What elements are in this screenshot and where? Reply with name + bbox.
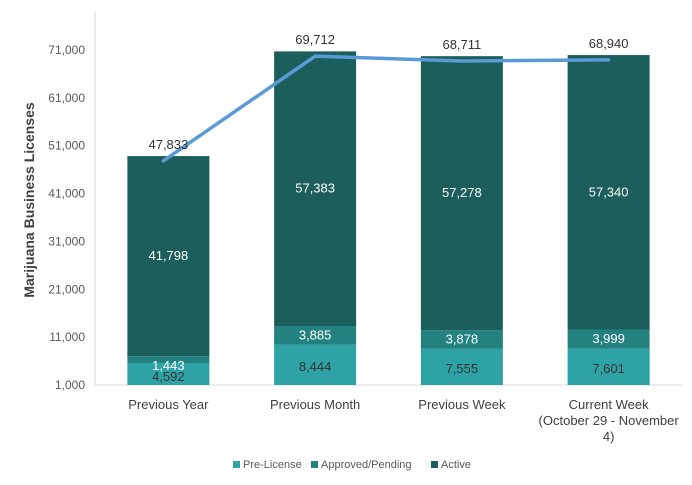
bar-segment-pre-license: [420, 348, 503, 385]
total-line: [161, 54, 611, 163]
data-label-pre-license: 4,592: [152, 369, 185, 384]
legend-swatch: [233, 461, 240, 468]
data-label-active: 41,798: [148, 248, 188, 263]
total-label: 69,712: [295, 32, 335, 47]
y-tick-label: 31,000: [48, 234, 85, 248]
y-tick-label: 21,000: [48, 282, 85, 296]
bar-segment-pre-license: [567, 348, 650, 385]
axis-layer: 1,000 11,000 21,000 31,000 41,000 51,000 61,00…: [48, 12, 682, 444]
bar-segment-active: [274, 51, 357, 326]
x-tick-label: (October 29 - November: [539, 413, 680, 428]
y-tick-label: 71,000: [48, 43, 85, 57]
legend: Pre-License Approved/Pending Active: [233, 459, 471, 471]
y-tick-label: 61,000: [48, 91, 85, 105]
data-label-pre-license: 7,555: [446, 361, 479, 376]
bar-segment-approved-pending: [567, 329, 650, 349]
y-axis-label: Marijuana Business Licenses: [21, 102, 37, 298]
legend-swatch: [311, 461, 318, 468]
y-tick-label: 51,000: [48, 139, 85, 153]
data-label-active: 57,340: [589, 184, 629, 199]
y-tick-label: 11,000: [49, 330, 85, 344]
data-label-active: 57,383: [295, 181, 335, 196]
total-label: 68,711: [442, 37, 481, 52]
bar-segment-active: [420, 56, 503, 331]
x-tick-label: 4): [603, 429, 615, 444]
total-line-layer: [161, 54, 611, 163]
bar-segment-approved-pending: [127, 356, 210, 364]
total-label: 68,940: [589, 36, 629, 51]
data-label-approved-pending: 3,878: [446, 332, 479, 347]
data-label-approved-pending: 1,443: [152, 358, 185, 373]
legend-label: Pre-License: [243, 459, 302, 471]
x-tick-label: Previous Week: [418, 397, 506, 412]
y-tick-label: 41,000: [48, 187, 85, 201]
bar-segment-active: [127, 156, 210, 357]
legend-swatch: [431, 461, 438, 468]
bar-segment-active: [567, 55, 650, 330]
legend-label: Active: [441, 459, 471, 471]
legend-label: Approved/Pending: [321, 459, 412, 471]
data-label-approved-pending: 3,999: [592, 331, 625, 346]
bar-segment-pre-license: [274, 344, 357, 385]
data-label-pre-license: 7,601: [592, 361, 625, 376]
bar-segment-approved-pending: [420, 330, 503, 349]
x-tick-label: Current Week: [569, 397, 649, 412]
data-label-pre-license: 8,444: [299, 359, 332, 374]
bar-segment-pre-license: [127, 363, 210, 385]
data-label-approved-pending: 3,885: [299, 327, 332, 342]
bars-layer: [127, 51, 650, 385]
y-tick-label: 1,000: [55, 378, 85, 392]
total-label: 47,833: [148, 137, 188, 152]
data-label-active: 57,278: [442, 185, 482, 200]
bar-segment-approved-pending: [274, 325, 357, 345]
x-tick-label: Previous Year: [128, 397, 209, 412]
x-tick-label: Previous Month: [270, 397, 360, 412]
